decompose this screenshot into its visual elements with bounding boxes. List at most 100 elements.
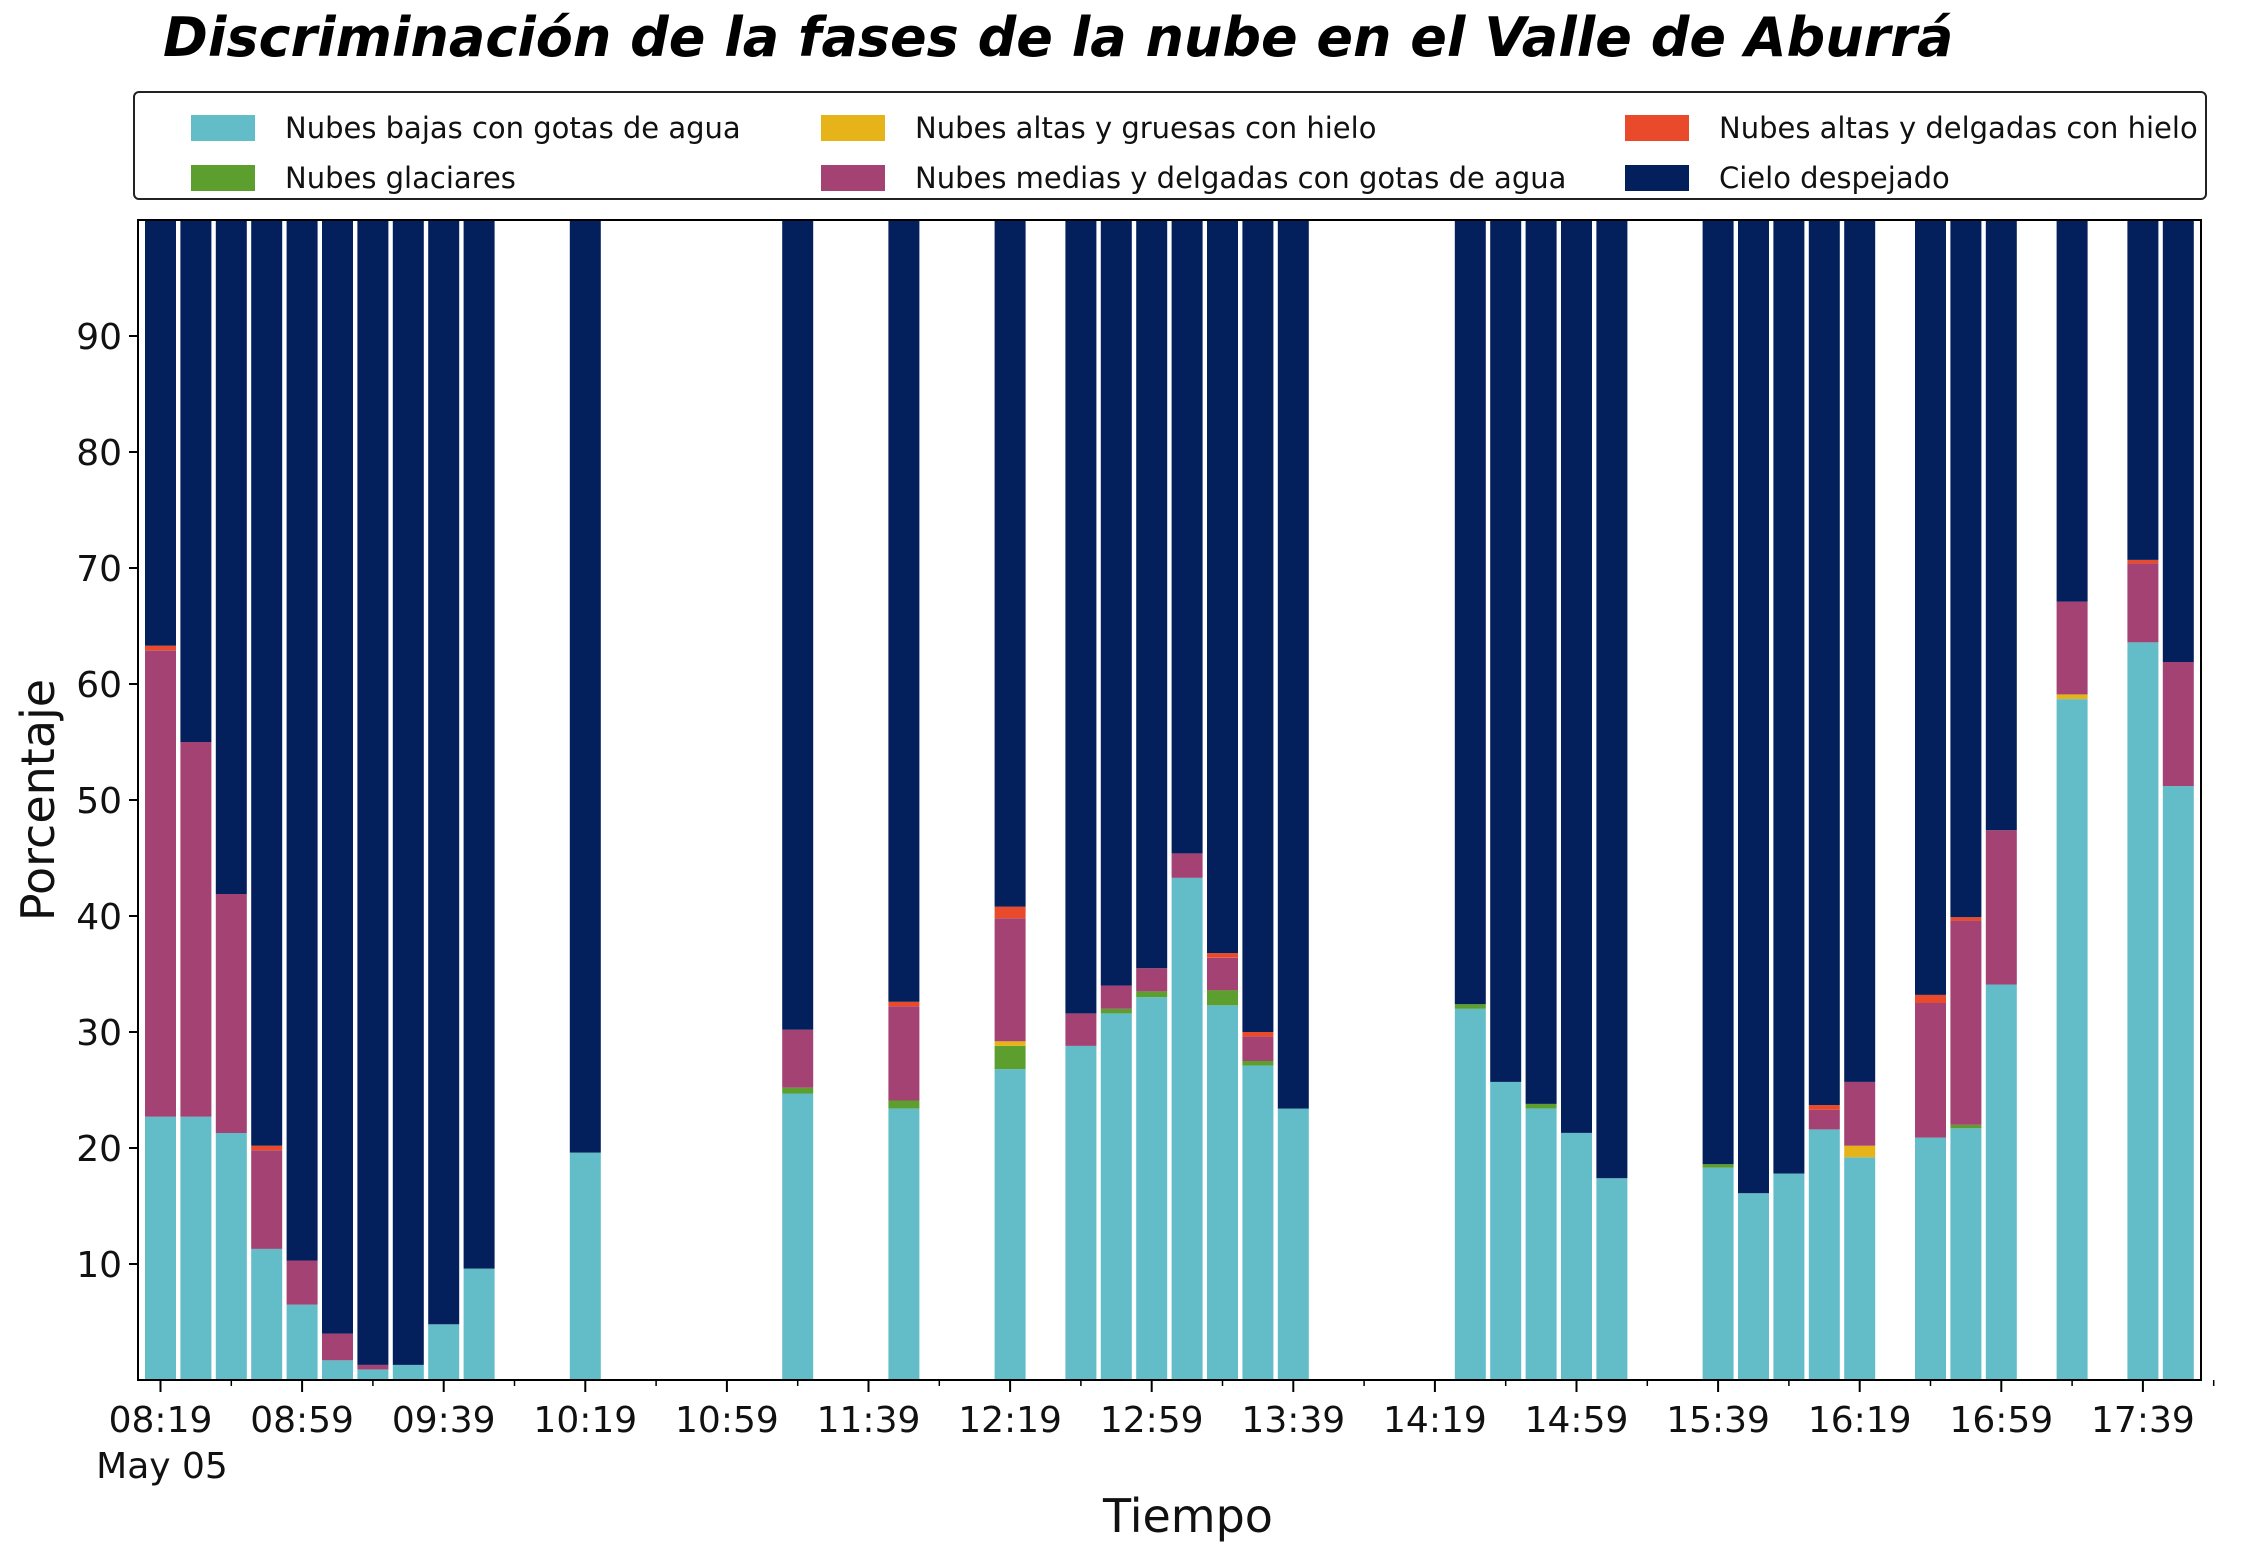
bar-segment-nubes-bajas-con-gotas-de-agua — [1065, 1045, 1097, 1380]
bar-segment-nubes-medias-y-delgadas-con-gotas-de-agua — [2127, 563, 2159, 643]
bar-segment-nubes-bajas-con-gotas-de-agua — [357, 1369, 389, 1380]
bar-segment-nubes-medias-y-delgadas-con-gotas-de-agua — [1207, 957, 1238, 991]
legend: Nubes bajas con gotas de agua Nubes altas… — [133, 91, 2207, 200]
bar-segment-cielo-despejado — [1065, 220, 1097, 1014]
bar-segment-cielo-despejado — [1738, 220, 1769, 1194]
bar-segment-cielo-despejado — [2127, 220, 2159, 560]
bar-segment-nubes-altas-y-gruesas-con-hielo — [2056, 694, 2088, 699]
bar-segment-nubes-medias-y-delgadas-con-gotas-de-agua — [1950, 920, 1982, 1125]
legend-item-nubes-altas-y-gruesas-con-hielo: Nubes altas y gruesas con hielo — [821, 111, 1376, 145]
x-tick-label: 10:59 — [675, 1400, 779, 1441]
bar-segment-nubes-bajas-con-gotas-de-agua — [1207, 1005, 1238, 1380]
bar-segment-nubes-medias-y-delgadas-con-gotas-de-agua — [180, 742, 212, 1117]
bar-segment-nubes-medias-y-delgadas-con-gotas-de-agua — [145, 650, 176, 1117]
legend-label: Nubes glaciares — [285, 161, 516, 195]
bar-segment-cielo-despejado — [1490, 220, 1522, 1082]
bar-segment-nubes-medias-y-delgadas-con-gotas-de-agua — [1242, 1036, 1274, 1061]
bar-segment-cielo-despejado — [1561, 220, 1592, 1133]
legend-swatch — [191, 115, 255, 141]
x-axis: 08:19 08:59 09:39 10:19 10:59 11:39 12:19 12:59… — [109, 1380, 2215, 1441]
bar-segment-nubes-bajas-con-gotas-de-agua — [392, 1364, 424, 1380]
bar-segment-nubes-glaciares — [1207, 990, 1238, 1006]
bar-segment-nubes-altas-y-delgadas-con-hielo — [1207, 953, 1238, 958]
bar-segment-nubes-medias-y-delgadas-con-gotas-de-agua — [994, 918, 1026, 1042]
bar-segment-nubes-bajas-con-gotas-de-agua — [145, 1116, 176, 1380]
bar-segment-cielo-despejado — [1454, 220, 1486, 1005]
x-tick-label: 15:39 — [1666, 1400, 1770, 1441]
bar-segment-cielo-despejado — [322, 220, 353, 1334]
x-tick-label: 13:39 — [1241, 1400, 1345, 1441]
bar-segment-nubes-bajas-con-gotas-de-agua — [1950, 1128, 1982, 1380]
bar-segment-cielo-despejado — [145, 220, 176, 646]
bar-segment-nubes-glaciares — [1100, 1008, 1132, 1014]
bar-segment-nubes-medias-y-delgadas-con-gotas-de-agua — [1985, 830, 2017, 985]
y-tick-label: 70 — [76, 549, 122, 590]
bar-segment-cielo-despejado — [392, 220, 424, 1365]
legend-item-cielo-despejado: Cielo despejado — [1625, 161, 1950, 195]
bar-segment-nubes-bajas-con-gotas-de-agua — [1561, 1132, 1592, 1380]
bar-segment-nubes-bajas-con-gotas-de-agua — [1844, 1157, 1876, 1380]
bar-segment-nubes-glaciares — [1242, 1061, 1274, 1066]
y-tick-label: 20 — [76, 1129, 122, 1170]
x-tick-label: 12:59 — [1100, 1400, 1204, 1441]
y-tick-label: 10 — [76, 1245, 122, 1286]
legend-swatch — [821, 115, 885, 141]
bar-segment-nubes-bajas-con-gotas-de-agua — [428, 1324, 460, 1380]
x-axis-label: Tiempo — [1102, 1489, 1273, 1543]
bar-segment-cielo-despejado — [286, 220, 318, 1261]
bar-segment-cielo-despejado — [1207, 220, 1238, 954]
bar-segment-nubes-bajas-con-gotas-de-agua — [1773, 1173, 1805, 1380]
bar-segment-nubes-medias-y-delgadas-con-gotas-de-agua — [1100, 985, 1132, 1009]
bar-segment-cielo-despejado — [1950, 220, 1982, 918]
bar-segment-nubes-bajas-con-gotas-de-agua — [286, 1304, 318, 1380]
bar-segment-nubes-bajas-con-gotas-de-agua — [1454, 1008, 1486, 1380]
bar-segment-nubes-bajas-con-gotas-de-agua — [1171, 877, 1203, 1380]
bar-segment-cielo-despejado — [2056, 220, 2088, 602]
bar-segment-cielo-despejado — [251, 220, 283, 1146]
bar-segment-cielo-despejado — [888, 220, 920, 1002]
bar-segment-cielo-despejado — [1596, 220, 1628, 1179]
bar-segment-nubes-medias-y-delgadas-con-gotas-de-agua — [1136, 968, 1168, 992]
bar-segment-nubes-medias-y-delgadas-con-gotas-de-agua — [782, 1029, 814, 1088]
legend-label: Cielo despejado — [1719, 161, 1950, 195]
bar-segment-nubes-medias-y-delgadas-con-gotas-de-agua — [2162, 662, 2194, 787]
bar-segment-nubes-medias-y-delgadas-con-gotas-de-agua — [322, 1333, 353, 1361]
bar-segment-nubes-bajas-con-gotas-de-agua — [251, 1248, 283, 1380]
x-tick-label: 14:59 — [1525, 1400, 1629, 1441]
bar-segment-nubes-bajas-con-gotas-de-agua — [1738, 1193, 1769, 1380]
bar-segment-nubes-bajas-con-gotas-de-agua — [463, 1268, 495, 1380]
bar-segment-nubes-bajas-con-gotas-de-agua — [1702, 1167, 1734, 1380]
bar-segment-cielo-despejado — [2162, 220, 2194, 662]
bar-segment-nubes-medias-y-delgadas-con-gotas-de-agua — [2056, 601, 2088, 695]
x-tick-label: 14:19 — [1383, 1400, 1487, 1441]
y-tick-label: 40 — [76, 897, 122, 938]
bar-segment-nubes-bajas-con-gotas-de-agua — [2162, 786, 2194, 1380]
bar-segment-cielo-despejado — [1773, 220, 1805, 1174]
bar-segment-nubes-medias-y-delgadas-con-gotas-de-agua — [1171, 853, 1203, 878]
bar-segment-nubes-bajas-con-gotas-de-agua — [2127, 642, 2159, 1380]
bar-segment-nubes-bajas-con-gotas-de-agua — [2056, 699, 2088, 1380]
bar-segment-nubes-bajas-con-gotas-de-agua — [1808, 1129, 1840, 1380]
bar-segment-nubes-bajas-con-gotas-de-agua — [994, 1069, 1026, 1380]
y-tick-label: 80 — [76, 433, 122, 474]
bar-segment-nubes-medias-y-delgadas-con-gotas-de-agua — [286, 1260, 318, 1305]
x-tick-label: 12:19 — [958, 1400, 1062, 1441]
bar-segment-nubes-medias-y-delgadas-con-gotas-de-agua — [1915, 1003, 1946, 1138]
bar-segment-cielo-despejado — [1100, 220, 1132, 986]
bar-segment-nubes-medias-y-delgadas-con-gotas-de-agua — [1065, 1013, 1097, 1046]
bar-segment-cielo-despejado — [1844, 220, 1876, 1082]
bar-segment-nubes-altas-y-delgadas-con-hielo — [145, 645, 176, 651]
bar-segment-nubes-altas-y-gruesas-con-hielo — [1844, 1145, 1876, 1158]
bar-segment-nubes-glaciares — [782, 1087, 814, 1094]
legend-label: Nubes altas y gruesas con hielo — [915, 111, 1377, 145]
legend-item-nubes-bajas-con-gotas-de-agua: Nubes bajas con gotas de agua — [191, 111, 741, 145]
bar-segment-nubes-altas-y-delgadas-con-hielo — [994, 906, 1026, 919]
bar-segment-nubes-altas-y-delgadas-con-hielo — [888, 1001, 920, 1007]
bar-segment-nubes-bajas-con-gotas-de-agua — [782, 1093, 814, 1380]
legend-label: Nubes altas y delgadas con hielo — [1719, 111, 2198, 145]
legend-swatch — [821, 165, 885, 191]
x-tick-label: 10:19 — [533, 1400, 637, 1441]
bar-segment-nubes-glaciares — [888, 1100, 920, 1109]
x-tick-label: 17:39 — [2091, 1400, 2195, 1441]
